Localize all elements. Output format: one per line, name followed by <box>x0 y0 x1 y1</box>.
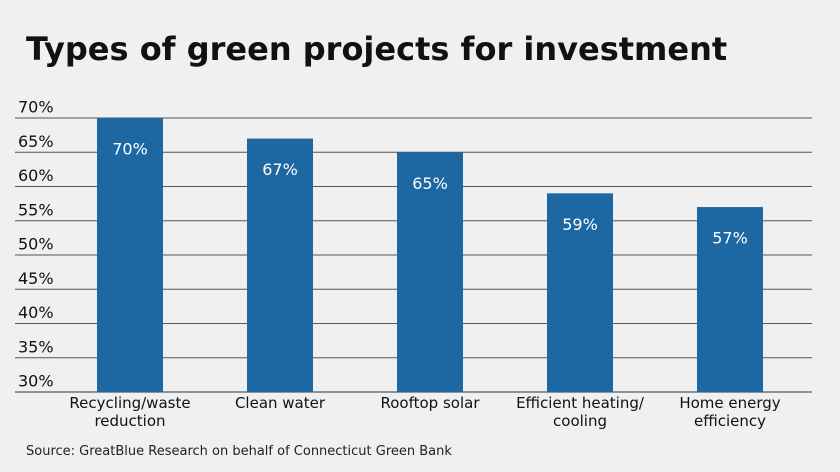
bar <box>247 138 313 392</box>
bar <box>697 207 763 392</box>
x-tick-label: Rooftop solar <box>380 394 480 412</box>
x-tick-label: Home energy efficiency <box>679 394 781 430</box>
y-tick-label: 65% <box>18 132 54 151</box>
bar <box>397 152 463 392</box>
y-tick-label: 50% <box>18 235 54 254</box>
value-label: 59% <box>562 215 598 234</box>
y-tick-label: 35% <box>18 337 54 356</box>
y-tick-label: 45% <box>18 269 54 288</box>
source-note: Source: GreatBlue Research on behalf of … <box>26 444 452 459</box>
value-label: 65% <box>412 174 448 193</box>
y-tick-label: 70% <box>18 98 54 117</box>
y-tick-label: 55% <box>18 200 54 219</box>
value-label: 70% <box>112 140 148 159</box>
bar <box>547 193 613 392</box>
value-label: 57% <box>712 229 748 248</box>
y-tick-label: 30% <box>18 372 54 391</box>
y-tick-label: 40% <box>18 303 54 322</box>
y-tick-label: 60% <box>18 166 54 185</box>
value-label: 67% <box>262 160 298 179</box>
x-tick-label: Efficient heating/ cooling <box>516 394 644 430</box>
chart-title: Types of green projects for investment <box>26 30 728 68</box>
x-tick-label: Clean water <box>234 394 326 412</box>
x-tick-label: Recycling/waste reduction <box>69 394 191 430</box>
bar <box>97 118 163 392</box>
